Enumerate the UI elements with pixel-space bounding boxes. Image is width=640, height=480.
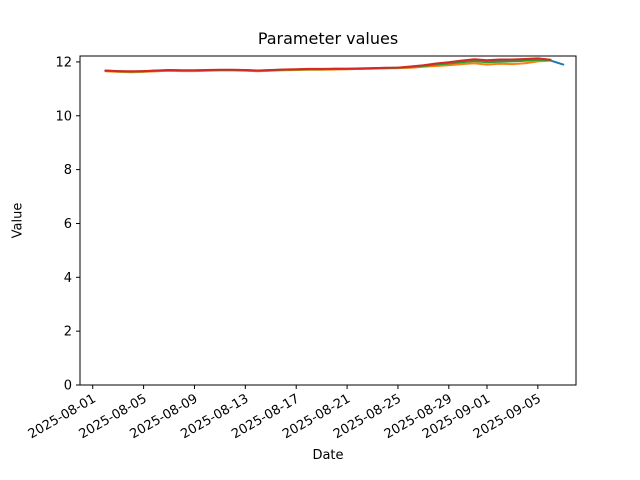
y-tick-label: 8 [64,163,72,178]
plot-frame [79,55,577,386]
y-tick-label: 0 [64,379,72,394]
y-axis-label: Value [10,202,26,239]
y-tick-label: 10 [55,109,72,124]
x-axis-label: Date [312,448,344,463]
y-tick-label: 4 [64,271,72,286]
chart-title: Parameter values [257,29,399,48]
y-tick-label: 6 [64,217,72,232]
series-line-red [104,57,552,73]
y-tick-label: 12 [55,55,72,70]
y-tick-label: 2 [64,325,72,340]
